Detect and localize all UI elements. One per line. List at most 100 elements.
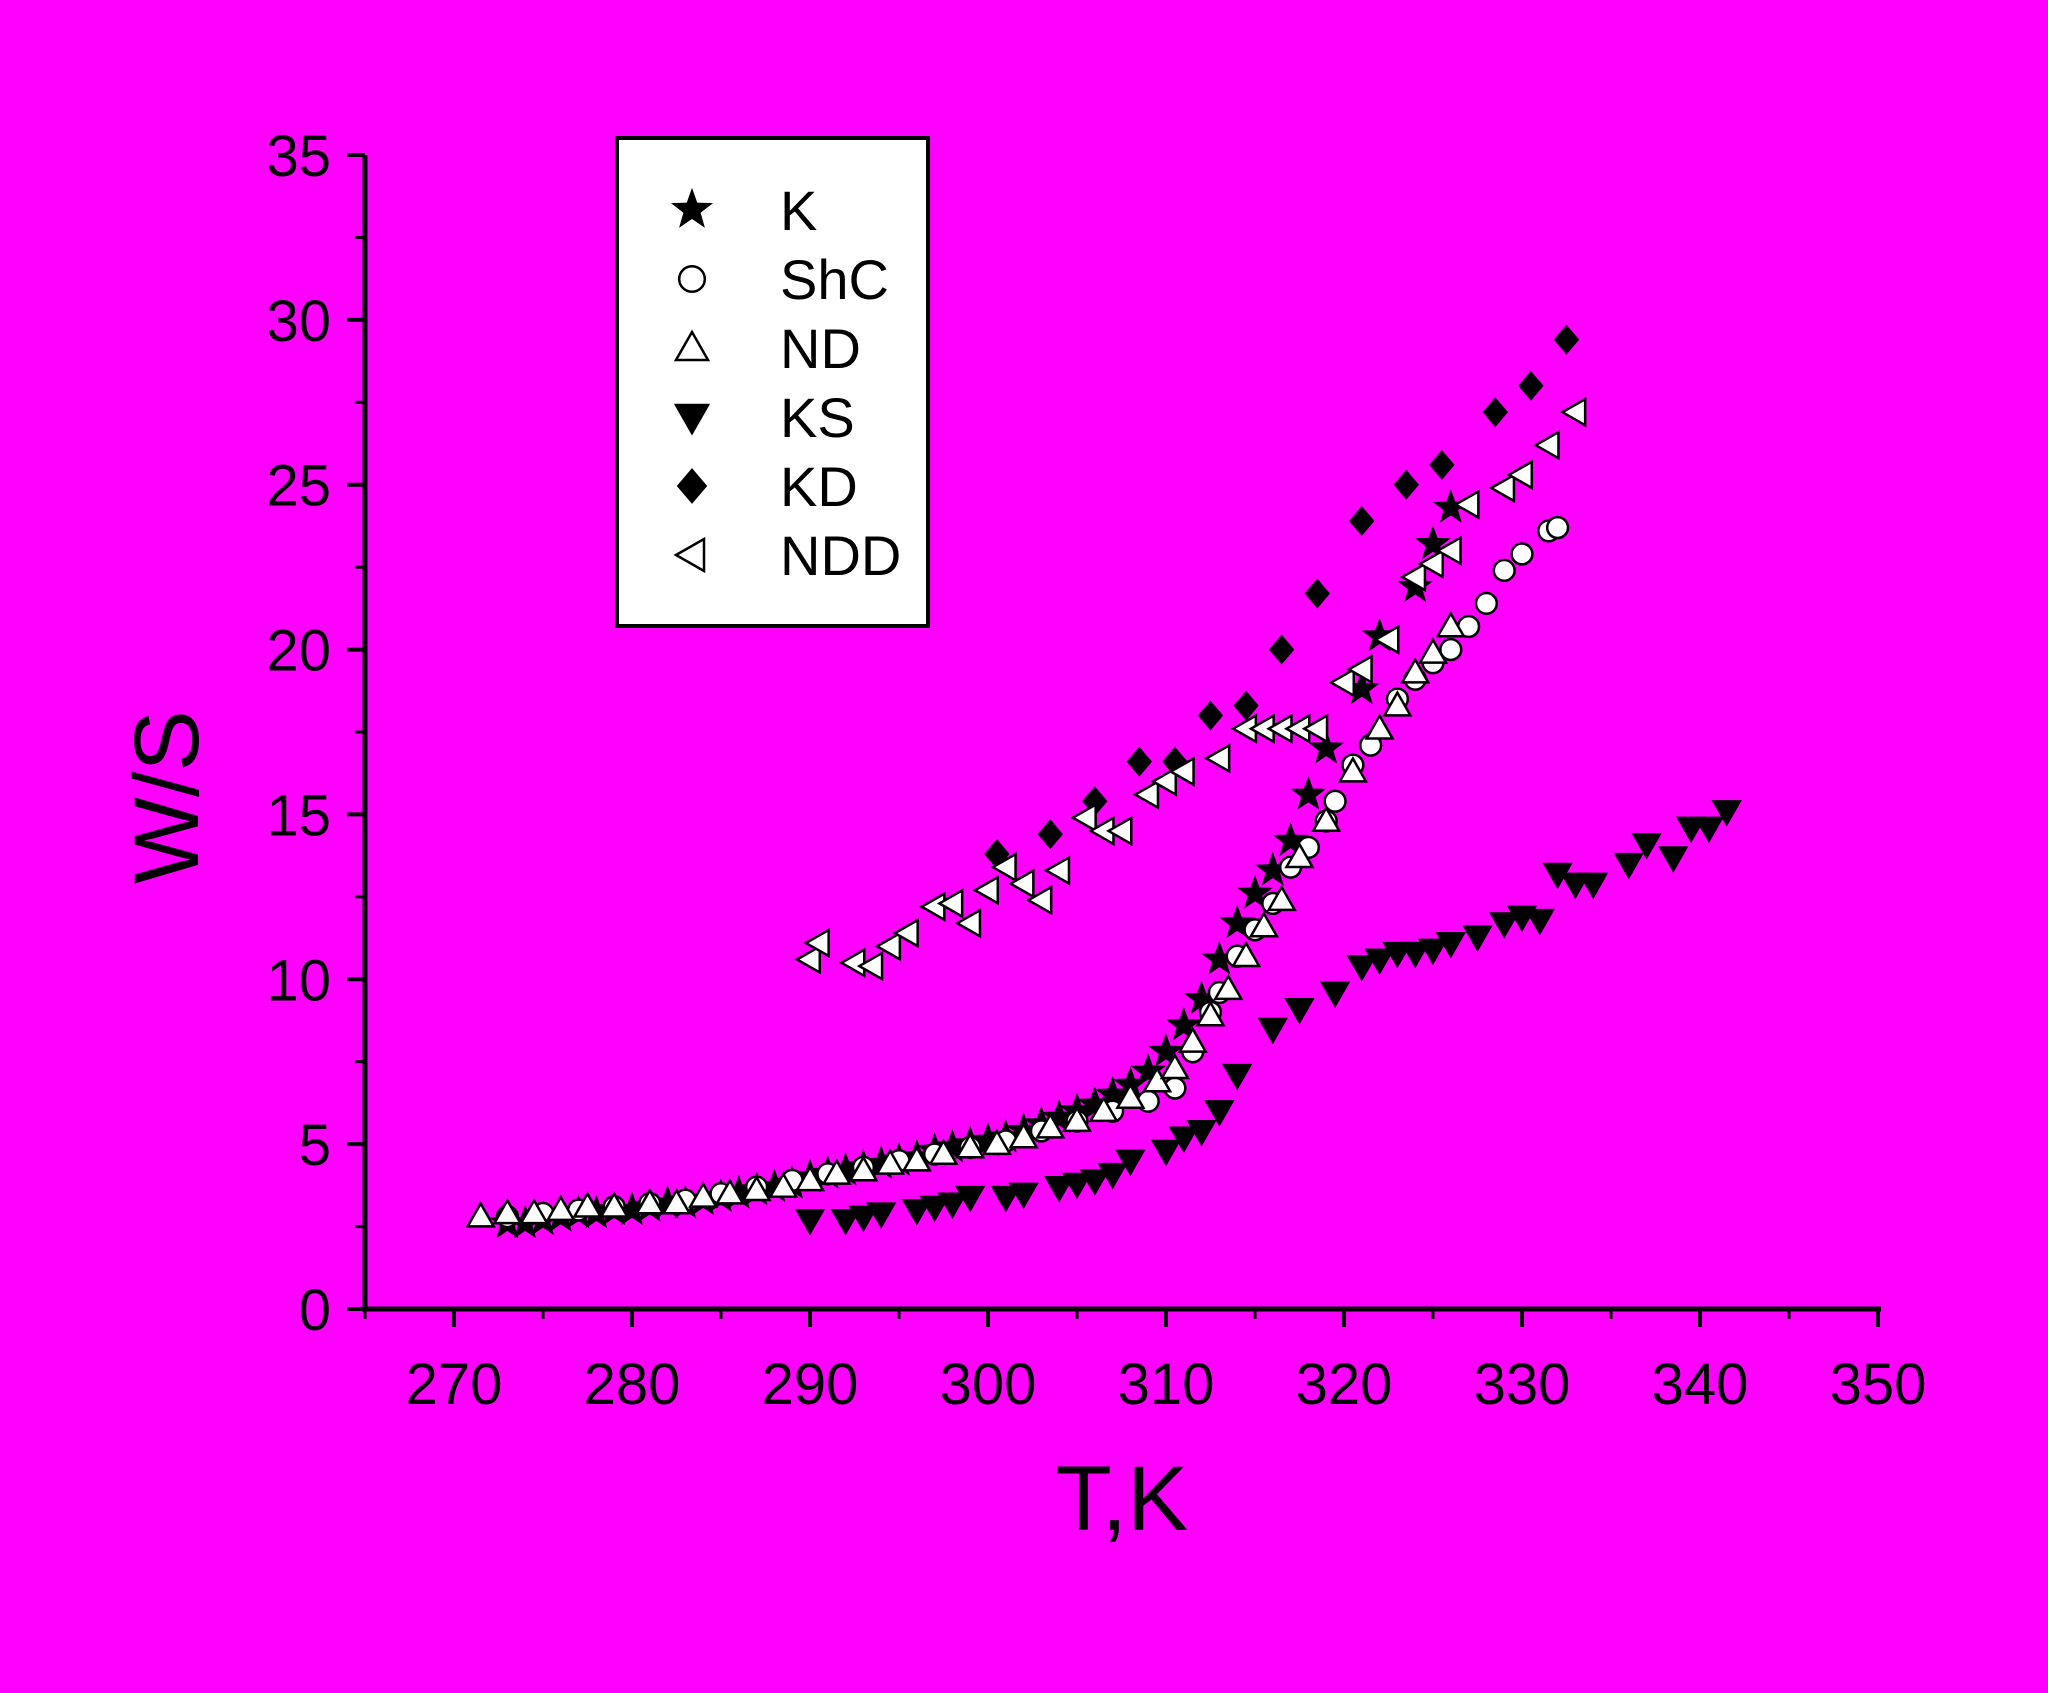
data-point [714,1178,746,1205]
data-point [1044,1176,1075,1203]
data-point [1257,1017,1288,1045]
data-point [1559,397,1587,428]
x-tick-label: 340 [1652,1352,1749,1417]
legend-entry-nd: ND [673,317,861,380]
data-point [1088,1095,1119,1123]
x-tick-label: 280 [584,1352,681,1417]
series-nd [465,610,1466,1228]
legend-marker [673,403,711,436]
data-point [1230,940,1262,968]
data-point [572,1191,603,1218]
data-point [1150,1139,1182,1167]
data-point [928,1138,959,1166]
legend-label: K [780,179,817,242]
data-point [1328,667,1355,698]
data-point [794,1208,826,1236]
data-point [794,944,821,975]
data-point [937,1192,968,1220]
data-point [1269,634,1295,665]
data-point [492,1197,523,1225]
data-point [1518,370,1544,401]
legend-label: KS [780,386,855,449]
data-point [838,947,866,978]
data-point [1197,700,1224,731]
data-point [856,950,884,982]
data-point [518,1197,550,1225]
data-point [1141,1065,1173,1093]
data-point [990,852,1017,883]
data-point [1311,805,1342,833]
data-point [1105,815,1133,847]
data-point [1037,819,1063,850]
data-point [848,1155,879,1182]
x-tick-label: 330 [1474,1352,1571,1417]
legend-entry-k: K [670,179,817,242]
data-point [1061,1172,1093,1200]
x-tick-label: 300 [940,1352,1037,1417]
data-point [465,1201,496,1228]
data-point [919,1195,950,1223]
x-tick-label: 310 [1118,1352,1215,1417]
data-point [1417,637,1449,664]
legend-marker [673,536,706,574]
legend-entry-ndd: NDD [673,524,901,587]
data-point [1382,690,1413,717]
data-point [972,875,999,906]
data-point [1631,833,1662,860]
data-point [1323,789,1347,813]
y-tick-label: 35 [266,124,331,189]
data-point [1130,1053,1166,1087]
data-point [741,1174,772,1202]
data-point [1115,1149,1146,1177]
data-point [1284,841,1315,869]
legend-box [615,136,930,628]
data-point [1492,558,1516,583]
data-point [1159,1052,1191,1080]
y-tick-label: 5 [299,1113,331,1178]
data-point [874,1148,906,1175]
data-point [1132,779,1160,810]
data-point [1510,542,1534,566]
legend-label: KD [780,455,858,518]
ticks-layer: 270 280 290 300 310 320 330 340 350 0 5 10 15 20 25 30 3… [266,124,1926,1417]
legend-label: ND [780,317,861,380]
data-point [1489,912,1520,939]
data-point [1524,908,1555,936]
data-point [1545,515,1570,540]
data-point [1658,846,1689,873]
data-point [892,917,919,949]
data-point [1319,981,1351,1008]
data-point [1393,469,1419,500]
data-point [1364,713,1395,740]
data-point [1290,776,1327,810]
data-point [1482,397,1508,428]
data-point [1488,472,1516,504]
data-point [1474,591,1499,616]
data-point [1553,324,1580,355]
data-point [1043,855,1071,886]
data-point [1177,1026,1208,1053]
data-point [1415,525,1451,560]
data-point [1266,884,1297,912]
data-point [901,1199,932,1226]
data-point [1435,610,1466,638]
legend-label: ShC [780,248,889,311]
data-point [1399,561,1427,593]
data-point [1148,1033,1184,1067]
data-point [919,891,946,922]
data-point [1417,938,1449,966]
data-point [981,1128,1013,1156]
data-point [599,1191,630,1218]
legend-entry-kd: KD [676,455,858,518]
data-point [768,1171,799,1199]
data-point [936,888,964,919]
y-tick-label: 20 [266,619,331,684]
legend-marker [676,468,708,504]
data-point [901,1145,932,1172]
x-tick-label: 320 [1296,1352,1393,1417]
data-point [1204,1100,1235,1127]
y-tick-label: 30 [266,289,331,354]
data-point [1429,450,1455,480]
